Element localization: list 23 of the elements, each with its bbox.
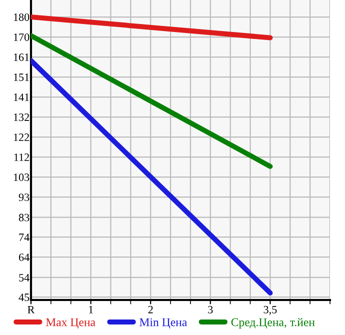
x-tick-label: 1	[89, 306, 93, 314]
x-tick-label: 2	[148, 306, 153, 314]
x-tick-label: 3	[208, 306, 213, 314]
x-tick-label: R	[28, 306, 35, 314]
legend-label: Max Цена	[46, 318, 96, 329]
y-tick-label: 103	[14, 174, 30, 182]
y-tick-label: 93	[18, 194, 30, 202]
y-tick-label: 180	[14, 13, 30, 21]
y-tick-label: 54	[19, 274, 30, 282]
legend-label: Min Цена	[140, 318, 188, 329]
y-tick-label: 151	[14, 74, 29, 81]
y-tick-label: 112	[14, 154, 29, 161]
y-tick-label: 161	[14, 54, 29, 61]
y-tick-label: 45	[18, 294, 30, 302]
y-tick-label: 74	[19, 234, 30, 241]
y-tick-label: 64	[18, 254, 30, 262]
legend-label: Сред.Цена, т.йен	[231, 318, 315, 329]
y-tick-label: 83	[18, 214, 30, 222]
x-tick-label: 3,5	[264, 306, 277, 315]
y-tick-label: 132	[14, 114, 29, 122]
y-tick-label: 141	[14, 94, 29, 101]
y-tick-label: 170	[14, 33, 30, 41]
y-tick-label: 122	[14, 134, 29, 141]
